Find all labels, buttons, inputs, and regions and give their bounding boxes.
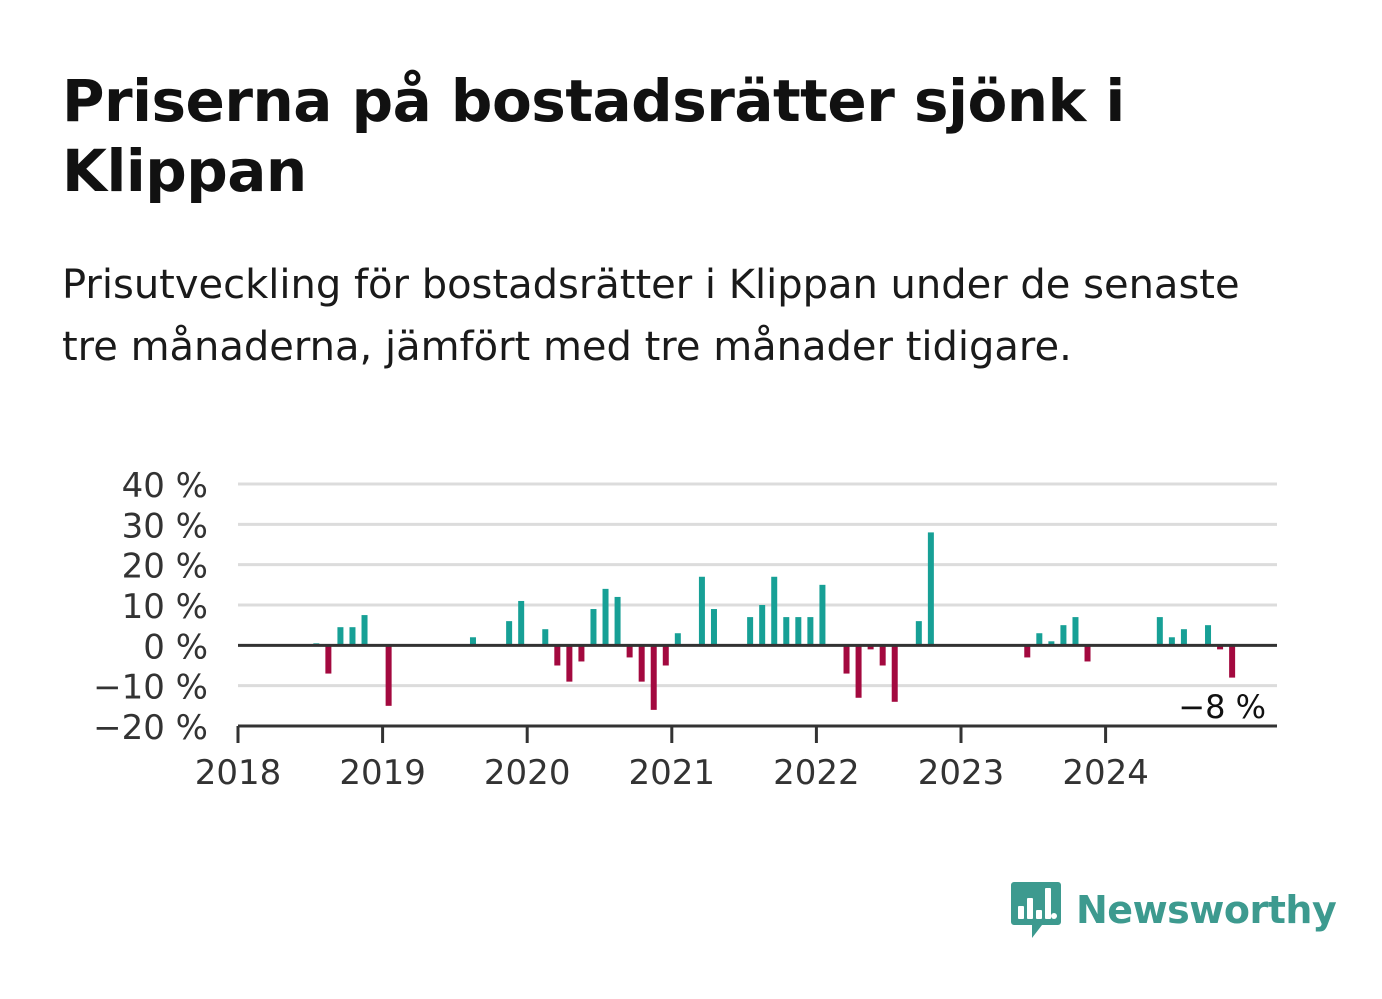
bar (867, 645, 874, 650)
bar (915, 621, 922, 646)
y-tick-label: 20 % (122, 547, 208, 587)
bar (1217, 645, 1224, 650)
bar (771, 576, 778, 646)
x-axis: 2018 2019 2020 2021 2022 2023 2024 (195, 643, 1277, 793)
y-tick-label: −10 % (93, 668, 208, 708)
bar (759, 605, 766, 646)
bar (518, 600, 525, 646)
x-tick-label: 2022 (773, 753, 860, 793)
bar (337, 627, 344, 646)
bar (662, 645, 669, 666)
bar (506, 621, 513, 646)
x-tick-label: 2018 (195, 753, 282, 793)
bar (385, 645, 392, 706)
bar (819, 584, 826, 646)
bar (638, 645, 645, 682)
bar (1024, 645, 1031, 658)
y-axis-labels: −20 %−10 %0 %10 %20 %30 %40 % (93, 466, 208, 748)
gridlines (238, 482, 1277, 688)
bar (698, 576, 705, 646)
bar (361, 615, 368, 646)
bar (1036, 633, 1043, 646)
bar (1156, 617, 1163, 646)
bar (1072, 617, 1079, 646)
bar (1229, 645, 1236, 678)
bar (747, 617, 754, 646)
y-tick-label: 0 % (143, 627, 208, 667)
x-tick-label: 2020 (484, 753, 571, 793)
y-tick-label: 40 % (122, 466, 208, 506)
newsworthy-brand: Newsworthy (1010, 878, 1337, 942)
x-tick-label: 2024 (1062, 753, 1149, 793)
chart-subtitle: Prisutveckling för bostadsrätter i Klipp… (62, 262, 1240, 370)
bar (650, 645, 657, 710)
chart-title: Priserna på bostadsrätter sjönk i Klippa… (62, 67, 1125, 205)
bar (710, 609, 717, 646)
bar (674, 633, 681, 646)
y-tick-label: −20 % (93, 708, 208, 748)
bar (855, 645, 862, 698)
bars (313, 532, 1236, 710)
bar (783, 617, 790, 646)
data-label: −8 % (1178, 688, 1266, 726)
bar (349, 627, 356, 646)
bar-chart: −20 %−10 %0 %10 %20 %30 %40 % 2018 2019 20… (93, 466, 1277, 793)
x-tick-label: 2023 (918, 753, 1005, 793)
bar (566, 645, 573, 682)
newsworthy-logo-icon (1011, 882, 1061, 938)
brand-name: Newsworthy (1076, 888, 1337, 932)
bar (1048, 641, 1055, 646)
bar (590, 609, 597, 646)
bar (879, 645, 886, 666)
bar (554, 645, 561, 666)
bar (807, 617, 814, 646)
bar (602, 588, 609, 646)
bar (542, 629, 549, 646)
x-tick-label: 2021 (629, 753, 716, 793)
bar (891, 645, 898, 702)
bar (795, 617, 802, 646)
bar (578, 645, 585, 662)
bar (1084, 645, 1091, 662)
bar (1060, 625, 1067, 646)
x-tick-label: 2019 (339, 753, 426, 793)
annotations: −8 % (1178, 688, 1266, 726)
y-tick-label: 30 % (122, 506, 208, 546)
bar (626, 645, 633, 658)
bar (614, 596, 621, 646)
bar (843, 645, 850, 674)
bar (325, 645, 332, 674)
bar (1168, 637, 1175, 646)
y-tick-label: 10 % (122, 587, 208, 627)
bar (927, 532, 934, 646)
bar (1205, 625, 1212, 646)
bar (1180, 629, 1187, 646)
bar (469, 637, 476, 646)
